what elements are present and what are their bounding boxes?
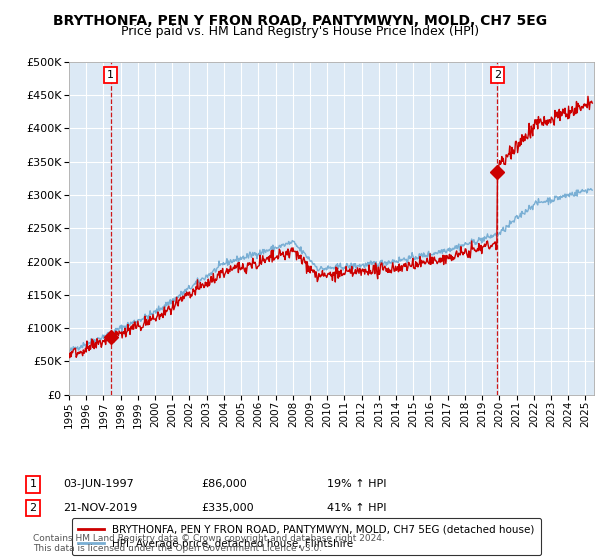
Text: 2: 2 bbox=[494, 70, 501, 80]
Text: 21-NOV-2019: 21-NOV-2019 bbox=[63, 503, 137, 513]
Text: 2: 2 bbox=[29, 503, 37, 513]
Text: £335,000: £335,000 bbox=[201, 503, 254, 513]
Legend: BRYTHONFA, PEN Y FRON ROAD, PANTYMWYN, MOLD, CH7 5EG (detached house), HPI: Aver: BRYTHONFA, PEN Y FRON ROAD, PANTYMWYN, M… bbox=[71, 519, 541, 555]
Text: BRYTHONFA, PEN Y FRON ROAD, PANTYMWYN, MOLD, CH7 5EG: BRYTHONFA, PEN Y FRON ROAD, PANTYMWYN, M… bbox=[53, 14, 547, 28]
Text: 1: 1 bbox=[107, 70, 114, 80]
Text: 41% ↑ HPI: 41% ↑ HPI bbox=[327, 503, 386, 513]
Text: 19% ↑ HPI: 19% ↑ HPI bbox=[327, 479, 386, 489]
Text: Contains HM Land Registry data © Crown copyright and database right 2024.
This d: Contains HM Land Registry data © Crown c… bbox=[33, 534, 385, 553]
Text: 03-JUN-1997: 03-JUN-1997 bbox=[63, 479, 134, 489]
Text: Price paid vs. HM Land Registry's House Price Index (HPI): Price paid vs. HM Land Registry's House … bbox=[121, 25, 479, 38]
Text: £86,000: £86,000 bbox=[201, 479, 247, 489]
Text: 1: 1 bbox=[29, 479, 37, 489]
